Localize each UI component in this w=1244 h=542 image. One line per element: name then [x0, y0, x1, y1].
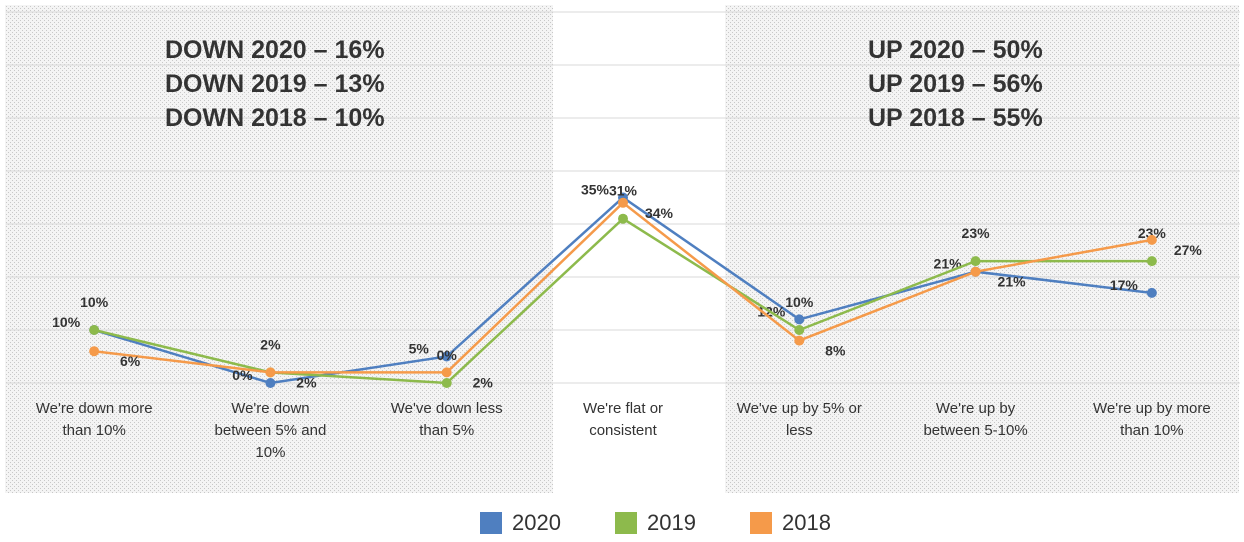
up-region	[725, 5, 1239, 493]
x-tick-label: We're down more than 10%	[36, 400, 153, 439]
data-label: 35%	[581, 182, 610, 198]
data-label: 21%	[998, 274, 1027, 290]
data-point	[618, 213, 628, 224]
data-point	[970, 266, 981, 277]
data-label: 27%	[1174, 242, 1203, 258]
data-point	[441, 367, 452, 378]
data-label: 10%	[80, 294, 109, 310]
data-point	[1146, 234, 1157, 245]
x-tick-label: We've up by 5% or less	[737, 400, 862, 439]
annotation: DOWN 2020 – 16%	[165, 36, 385, 64]
data-label: 31%	[609, 183, 638, 199]
x-tick-label: We're up by between 5-10%	[923, 400, 1027, 439]
data-label: 2%	[296, 374, 317, 390]
data-point	[794, 335, 805, 346]
data-point	[618, 197, 628, 208]
x-tick-label: We're flat or consistent	[583, 400, 663, 439]
legend-swatch	[615, 512, 637, 534]
data-point	[89, 346, 100, 357]
legend-label: 2020	[512, 510, 561, 535]
annotation: UP 2019 – 56%	[868, 70, 1043, 98]
down-region	[5, 5, 553, 493]
legend-swatch	[480, 512, 502, 534]
data-label: 23%	[1138, 225, 1167, 241]
data-label: 23%	[962, 225, 991, 241]
data-label: 2%	[260, 336, 281, 352]
data-point	[265, 378, 276, 388]
data-label: 6%	[120, 353, 141, 369]
data-point	[265, 367, 276, 378]
data-point	[441, 351, 452, 362]
x-tick-label: We're up by more than 10%	[1093, 400, 1211, 439]
annotation: DOWN 2018 – 10%	[165, 104, 385, 132]
data-label: 17%	[1110, 277, 1139, 293]
x-tick-label: We've down less than 5%	[391, 400, 503, 439]
data-point	[89, 325, 100, 335]
annotation: DOWN 2019 – 13%	[165, 70, 385, 98]
data-point	[441, 378, 452, 388]
data-label: 0%	[437, 347, 458, 363]
data-label: 2%	[473, 374, 494, 390]
data-label: 21%	[934, 256, 963, 272]
legend-label: 2019	[647, 510, 696, 535]
data-label: 8%	[825, 343, 846, 359]
data-point	[1146, 287, 1157, 298]
annotation: UP 2020 – 50%	[868, 36, 1043, 64]
data-point	[1146, 256, 1157, 267]
data-label: 10%	[52, 314, 81, 330]
data-label: 34%	[645, 205, 674, 221]
data-point	[970, 256, 981, 267]
data-point	[794, 314, 805, 325]
legend-swatch	[750, 512, 772, 534]
legend-label: 2018	[782, 510, 831, 535]
data-label: 10%	[785, 294, 814, 310]
data-point	[794, 325, 805, 335]
data-label: 5%	[409, 341, 430, 357]
annotation: UP 2018 – 55%	[868, 104, 1043, 132]
x-tick-label: We're down between 5% and 10%	[215, 400, 327, 461]
data-label: 0%	[232, 367, 253, 383]
